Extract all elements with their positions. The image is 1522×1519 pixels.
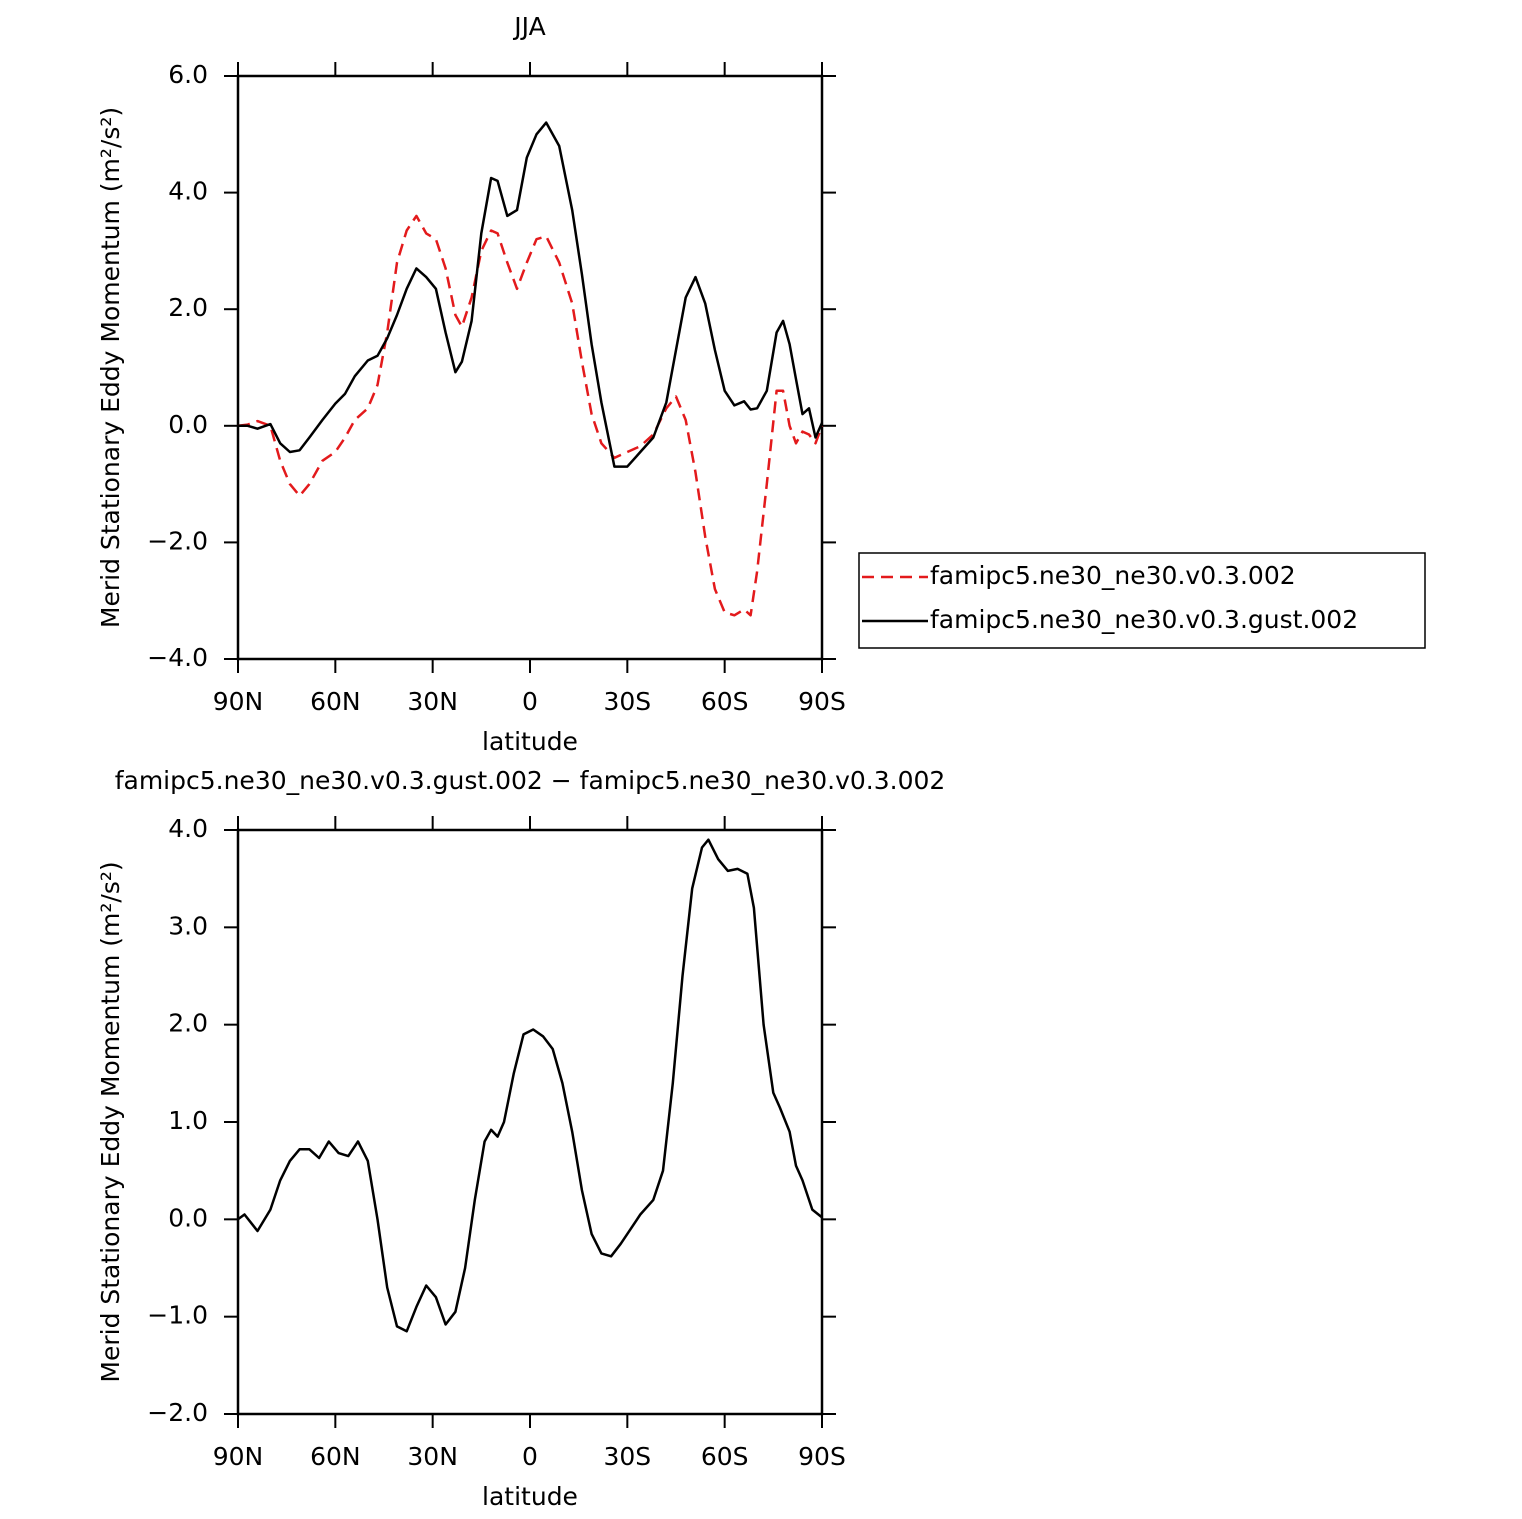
x-tick-label: 30N [407, 687, 458, 716]
x-tick-label: 90N [213, 1442, 264, 1471]
y-tick-label: 6.0 [168, 60, 208, 89]
data-line [237, 838, 823, 1333]
x-axis-label: latitude [482, 1482, 578, 1511]
plot-frame [236, 828, 824, 1416]
x-tick-label: 30S [603, 1442, 651, 1471]
y-tick-label: −2.0 [147, 526, 208, 555]
x-tick-label: 60N [310, 1442, 361, 1471]
legend-box [858, 552, 1426, 649]
y-tick-label: 2.0 [168, 1009, 208, 1038]
x-tick-label: 30N [407, 1442, 458, 1471]
x-tick-label: 60N [310, 687, 361, 716]
y-tick-label: 4.0 [168, 814, 208, 843]
y-tick-label: −2.0 [147, 1398, 208, 1427]
chart-title: JJA [512, 12, 545, 41]
y-axis-label: Merid Stationary Eddy Momentum (m²/s²) [96, 107, 125, 628]
plot-frame [236, 74, 824, 661]
y-tick-label: 3.0 [168, 911, 208, 940]
x-tick-label: 90S [798, 1442, 846, 1471]
series-line [238, 121, 824, 468]
chart-title: famipc5.ne30_ne30.v0.3.gust.002 − famipc… [115, 766, 946, 795]
x-tick-label: 90N [213, 687, 264, 716]
legend-label: famipc5.ne30_ne30.v0.3.002 [930, 561, 1296, 590]
y-tick-label: 2.0 [168, 293, 208, 322]
x-tick-label: 0 [522, 1442, 538, 1471]
x-axis-label: latitude [482, 727, 578, 756]
y-tick-label: 4.0 [168, 177, 208, 206]
y-tick-label: 0.0 [168, 1203, 208, 1232]
x-tick-label: 0 [522, 687, 538, 716]
y-axis-label: Merid Stationary Eddy Momentum (m²/s²) [96, 861, 125, 1382]
x-tick-label: 30S [603, 687, 651, 716]
x-tick-label: 60S [701, 1442, 749, 1471]
y-tick-label: 1.0 [168, 1106, 208, 1135]
legend-label: famipc5.ne30_ne30.v0.3.gust.002 [930, 605, 1358, 634]
x-tick-label: 90S [798, 687, 846, 716]
series-line [237, 214, 824, 617]
y-tick-label: 0.0 [168, 410, 208, 439]
y-tick-label: −4.0 [147, 643, 208, 672]
y-tick-label: −1.0 [147, 1301, 208, 1330]
x-tick-label: 60S [701, 687, 749, 716]
